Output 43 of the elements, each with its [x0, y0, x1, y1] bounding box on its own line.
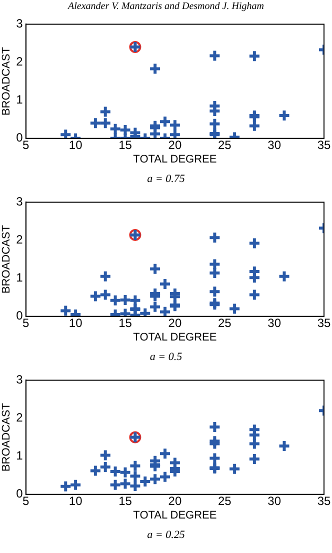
y-tick-label: 0 — [16, 130, 24, 145]
y-tick-label: 0 — [16, 308, 24, 323]
x-tick-label: 10 — [68, 494, 83, 508]
x-tick-label: 20 — [168, 138, 182, 152]
x-tick-label: 10 — [68, 316, 83, 330]
x-tick-label: 35 — [317, 138, 331, 152]
x-tick-label: 20 — [168, 316, 182, 330]
x-tick-label: 35 — [317, 316, 331, 330]
x-axis-title: TOTAL DEGREE — [133, 509, 217, 522]
y-axis-title: BROADCAST — [0, 402, 13, 472]
x-tick-label: 15 — [118, 494, 132, 508]
y-tick-label: 1 — [16, 270, 24, 285]
x-tick-label: 30 — [268, 138, 282, 152]
x-tick-label: 15 — [118, 138, 132, 152]
chart-title: Alexander V. Mantzaris and Desmond J. Higham — [66, 0, 265, 14]
y-axis-title: BROADCAST — [0, 46, 13, 116]
x-tick-label: 25 — [218, 494, 232, 508]
text: a = 0.5 — [148, 350, 184, 365]
x-tick-label: 5 — [22, 138, 30, 152]
x-tick-label: 35 — [317, 494, 331, 508]
x-tick-label: 5 — [22, 494, 30, 508]
y-axis-title: BROADCAST — [0, 224, 13, 294]
x-tick-label: 5 — [22, 316, 30, 330]
x-tick-label: 25 — [218, 138, 232, 152]
text: a = 0.75 — [146, 172, 186, 187]
y-tick-label: 1 — [16, 92, 24, 107]
y-tick-label: 2 — [16, 232, 24, 247]
y-tick-label: 2 — [16, 410, 24, 425]
x-tick-label: 25 — [218, 316, 232, 330]
y-tick-label: 3 — [16, 372, 24, 387]
x-tick-label: 10 — [68, 138, 83, 152]
x-tick-label: 30 — [268, 494, 282, 508]
y-tick-label: 3 — [16, 194, 24, 209]
y-tick-label: 3 — [16, 16, 24, 31]
x-tick-label: 15 — [118, 316, 132, 330]
x-axis-title: TOTAL DEGREE — [133, 153, 217, 166]
y-tick-label: 2 — [16, 54, 24, 69]
x-tick-label: 20 — [168, 494, 182, 508]
x-axis-title: TOTAL DEGREE — [133, 331, 217, 344]
y-tick-label: 1 — [16, 448, 24, 463]
text: a = 0.25 — [146, 528, 186, 543]
y-tick-label: 0 — [16, 486, 24, 501]
x-tick-label: 30 — [268, 316, 282, 330]
